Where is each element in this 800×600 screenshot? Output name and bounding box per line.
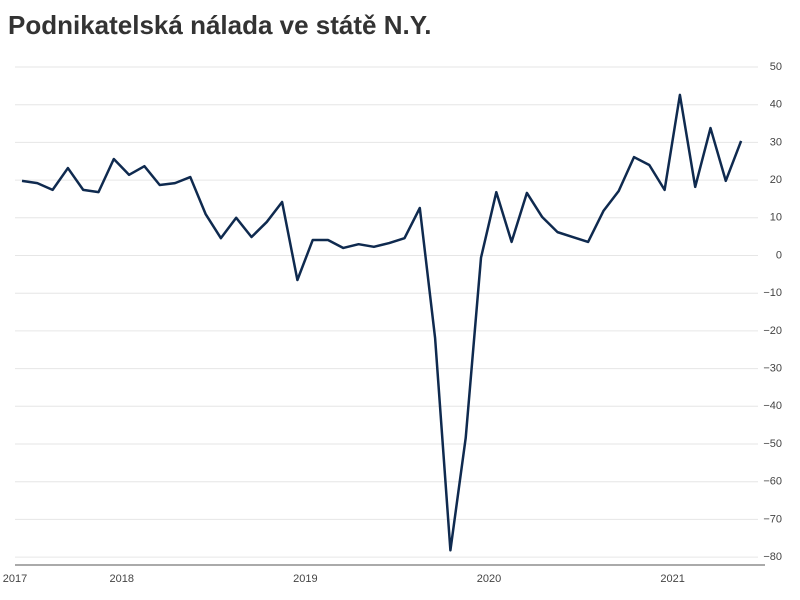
y-tick-label: 40 [770,99,782,111]
line [21,93,743,552]
x-tick-label: 2018 [110,573,134,585]
y-tick-label: −50 [763,438,782,450]
y-tick-label: 0 [776,249,782,261]
y-tick-label: 20 [770,174,782,186]
x-tick-label: 2021 [660,573,684,585]
x-tick-label: 2020 [477,573,501,585]
x-tick-label: 2017 [3,573,27,585]
y-tick-label: −20 [763,325,782,337]
y-tick-label: −60 [763,476,782,488]
y-tick-label: −70 [763,513,782,525]
y-tick-label: 50 [770,61,782,73]
chart-title: Podnikatelská nálada ve státě N.Y. [8,10,431,40]
y-tick-label: 30 [770,136,782,148]
y-tick-label: −10 [763,287,782,299]
y-tick-label: 10 [770,212,782,224]
y-tick-label: −30 [763,363,782,375]
y-tick-label: −40 [763,400,782,412]
x-tick-label: 2019 [293,573,317,585]
y-tick-label: −80 [763,551,782,563]
